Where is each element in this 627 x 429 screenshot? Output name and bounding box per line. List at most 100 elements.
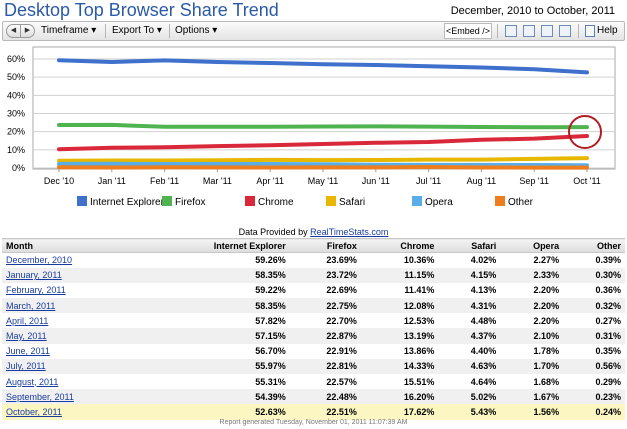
value-cell: 0.29% bbox=[595, 376, 621, 387]
x-tick-label: May '11 bbox=[308, 176, 339, 186]
value-cell: 0.23% bbox=[563, 389, 625, 405]
legend-label: Safari bbox=[339, 197, 366, 208]
month-link[interactable]: July, 2011 bbox=[6, 361, 46, 372]
highlight-circle bbox=[568, 114, 602, 149]
x-tick-label: Aug '11 bbox=[467, 176, 497, 186]
value-cell: 0.36% bbox=[595, 285, 621, 296]
value-cell: 5.43% bbox=[438, 404, 501, 420]
value-cell: 12.53% bbox=[403, 315, 435, 326]
y-tick-label: 50% bbox=[7, 72, 25, 82]
legend-item-firefox: Firefox bbox=[162, 196, 206, 208]
embed-button[interactable]: <Embed /> bbox=[444, 23, 492, 39]
series-line-chrome bbox=[57, 134, 589, 152]
value-cell: 4.63% bbox=[438, 358, 501, 374]
legend-item-ie: Internet Explorer bbox=[77, 196, 164, 208]
layout-icon[interactable] bbox=[505, 25, 517, 37]
x-tick-label: Jun '11 bbox=[362, 176, 390, 186]
value-cell: 23.69% bbox=[326, 255, 357, 266]
date-range: December, 2010 to October, 2011 bbox=[450, 5, 615, 17]
value-cell: 13.86% bbox=[403, 346, 435, 357]
month-cell: February, 2011 bbox=[2, 283, 142, 298]
value-cell: 56.70% bbox=[255, 346, 286, 357]
column-header: Other bbox=[563, 238, 625, 253]
month-cell: June, 2011 bbox=[2, 344, 142, 359]
value-cell: 11.41% bbox=[404, 285, 435, 296]
month-link[interactable]: December, 2010 bbox=[6, 255, 73, 266]
toolbar-divider bbox=[169, 24, 170, 38]
column-header: Month bbox=[2, 238, 143, 253]
value-cell: 0.24% bbox=[563, 404, 625, 420]
month-link[interactable]: October, 2011 bbox=[6, 406, 62, 417]
table-row: May, 2011 57.15% 22.87% 13.19% 4.37% 2.10% 0.3… bbox=[2, 328, 625, 344]
table-row: March, 2011 58.35% 22.75% 12.08% 4.31% 2.20% 0… bbox=[2, 298, 625, 314]
series-line-internet-explorer bbox=[57, 58, 589, 75]
value-cell: 4.64% bbox=[470, 376, 497, 387]
month-link[interactable]: June, 2011 bbox=[6, 346, 50, 357]
next-period-icon[interactable]: ▶ bbox=[24, 27, 31, 34]
legend-swatch bbox=[162, 196, 172, 206]
value-cell: 1.78% bbox=[533, 346, 560, 357]
timeframe-menu[interactable]: Timeframe ▾ bbox=[41, 25, 97, 36]
table-row: August, 2011 55.31% 22.57% 15.51% 4.64% 1.68%… bbox=[2, 374, 625, 389]
legend-swatch bbox=[326, 196, 336, 206]
export-menu[interactable]: Export To ▾ bbox=[112, 25, 162, 36]
value-cell: 22.81% bbox=[289, 358, 361, 374]
month-link[interactable]: January, 2011 bbox=[6, 270, 62, 281]
column-header: Safari bbox=[438, 238, 501, 253]
legend-swatch bbox=[245, 196, 255, 206]
x-tick-label: Sep '11 bbox=[519, 176, 549, 186]
value-cell: 22.70% bbox=[326, 315, 357, 326]
chart-canvas: 0% 10% 20% 30% 40% 50% 60% Dec '10 Jan '11 Feb '1… bbox=[7, 46, 616, 186]
help-icon[interactable] bbox=[585, 25, 595, 37]
value-cell: 55.31% bbox=[255, 376, 286, 387]
value-cell: 4.48% bbox=[470, 315, 497, 326]
value-cell: 2.20% bbox=[533, 315, 560, 326]
data-source: Data Provided by RealTimeStats.com bbox=[0, 227, 627, 237]
table-row: July, 2011 55.97% 22.81% 14.33% 4.63% 1.70% 0.… bbox=[2, 358, 625, 374]
value-cell: 17.62% bbox=[360, 404, 439, 420]
value-cell: 22.75% bbox=[289, 298, 361, 314]
value-cell: 0.35% bbox=[595, 346, 621, 357]
value-cell: 16.20% bbox=[360, 389, 439, 405]
value-cell: 4.37% bbox=[438, 328, 501, 344]
page-icon[interactable] bbox=[559, 25, 571, 37]
help-button[interactable]: Help bbox=[597, 25, 618, 36]
month-link[interactable]: April, 2011 bbox=[6, 315, 49, 326]
value-cell: 22.51% bbox=[289, 404, 361, 420]
value-cell: 5.02% bbox=[438, 389, 501, 405]
value-cell: 2.20% bbox=[500, 298, 564, 314]
page-title: Desktop Top Browser Share Trend bbox=[4, 0, 279, 20]
month-cell: May, 2011 bbox=[2, 328, 143, 344]
toolbar-divider bbox=[497, 24, 498, 38]
month-link[interactable]: May, 2011 bbox=[6, 331, 47, 342]
y-tick-label: 30% bbox=[7, 109, 25, 119]
column-header: Firefox bbox=[289, 238, 361, 253]
table-row: February, 2011 59.22% 22.69% 11.41% 4.13% 2.2… bbox=[2, 283, 625, 298]
prev-period-icon[interactable]: ◀ bbox=[7, 25, 21, 37]
legend-item-opera: Opera bbox=[412, 196, 453, 208]
legend-item-safari: Safari bbox=[326, 196, 365, 208]
value-cell: 11.15% bbox=[360, 267, 439, 283]
month-link[interactable]: March, 2011 bbox=[6, 300, 56, 311]
x-tick-label: Feb '11 bbox=[150, 176, 179, 186]
toolbar-divider bbox=[578, 24, 579, 38]
y-tick-label: 20% bbox=[7, 127, 25, 137]
print-icon[interactable] bbox=[541, 25, 553, 37]
value-cell: 0.32% bbox=[563, 298, 625, 314]
value-cell: 0.30% bbox=[563, 267, 625, 283]
month-link[interactable]: February, 2011 bbox=[6, 285, 66, 296]
legend-swatch bbox=[77, 196, 87, 206]
table-row: April, 2011 57.82% 22.70% 12.53% 4.48% 2.20% 0… bbox=[2, 313, 625, 328]
realtimestats-link[interactable]: RealTimeStats.com bbox=[310, 227, 389, 237]
value-cell: 2.33% bbox=[500, 267, 564, 283]
legend-label: Chrome bbox=[258, 197, 294, 208]
options-menu[interactable]: Options ▾ bbox=[175, 25, 218, 36]
value-cell: 4.31% bbox=[438, 298, 501, 314]
series-line-firefox bbox=[57, 122, 589, 130]
zoom-icon[interactable] bbox=[523, 25, 535, 37]
value-cell: 0.27% bbox=[595, 315, 621, 326]
month-link[interactable]: August, 2011 bbox=[6, 376, 59, 387]
month-link[interactable]: September, 2011 bbox=[6, 391, 74, 402]
legend-item-other: Other bbox=[495, 196, 533, 208]
browser-share-chart: 0% 10% 20% 30% 40% 50% 60% Dec '10 Jan '11 Feb '1… bbox=[0, 42, 627, 232]
